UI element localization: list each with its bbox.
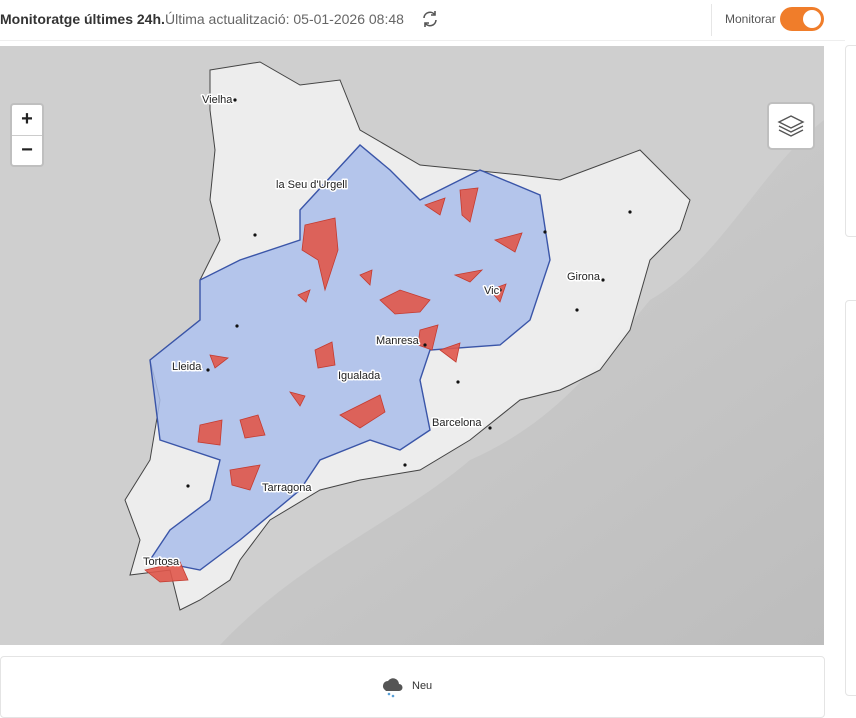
legend-item: Neu — [412, 680, 433, 692]
zoom-control: + − — [10, 103, 44, 167]
title: Monitoratge últimes 24h. — [0, 11, 165, 27]
city-dots — [166, 98, 632, 567]
snow-patches — [144, 187, 523, 583]
snow-icon — [383, 678, 403, 698]
zoom-in[interactable]: + — [21, 108, 33, 130]
layers-button[interactable] — [767, 102, 815, 150]
zoom-out[interactable]: − — [12, 135, 42, 166]
affected-area — [148, 144, 551, 571]
city-label: Igualada — [338, 370, 381, 382]
city-label: Lleida — [172, 361, 202, 373]
side-panel — [845, 45, 856, 237]
city-label: la Seu d'Urgell — [276, 179, 347, 191]
side-panel — [845, 300, 856, 696]
toggle-label: Monitorar — [725, 12, 776, 26]
city-label: Manresa — [376, 335, 420, 347]
city-label: Vielha — [202, 94, 233, 106]
city-label: Vic — [484, 285, 500, 297]
map-canvas: Vielha la Seu d'Urgell Girona Vic Lleida Manr… — [0, 46, 824, 645]
last-update: Última actualització: 05-01-2026 08:48 — [165, 11, 404, 27]
refresh-button[interactable] — [420, 9, 440, 29]
monitor-toggle[interactable] — [780, 7, 824, 31]
city-label: Tarragona — [262, 482, 312, 494]
map[interactable]: Vielha la Seu d'Urgell Girona Vic Lleida Manr… — [0, 46, 824, 645]
city-label: Girona — [567, 271, 601, 283]
city-label: Barcelona — [432, 417, 482, 429]
legend: Neu — [0, 656, 825, 718]
header: Monitoratge últimes 24h. Última actualit… — [0, 0, 845, 41]
city-label: Tortosa — [143, 556, 180, 568]
city-labels: Vielha la Seu d'Urgell Girona Vic Lleida Manr… — [142, 93, 603, 570]
divider — [711, 4, 712, 36]
